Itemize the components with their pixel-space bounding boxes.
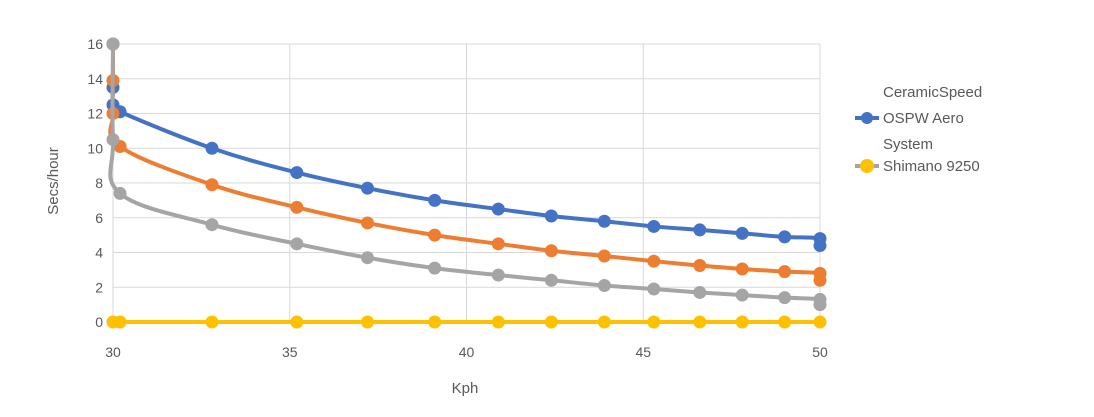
data-point — [428, 261, 442, 275]
data-point — [205, 141, 219, 155]
y-axis-ticks: 0 2 4 6 8 10 12 14 16 — [87, 36, 103, 330]
legend-label-line-1: CeramicSpeed — [883, 84, 982, 101]
x-tick-label: 45 — [635, 344, 651, 360]
y-tick-label: 12 — [87, 106, 103, 122]
y-tick-label: 0 — [95, 314, 103, 330]
data-point — [813, 298, 827, 312]
data-point — [544, 209, 558, 223]
data-point — [106, 133, 120, 147]
legend-marker-dot — [860, 159, 874, 173]
data-point — [361, 251, 375, 265]
series-4 — [106, 315, 827, 329]
data-point — [290, 315, 304, 329]
legend-label-line-3: System — [883, 136, 933, 153]
data-point — [361, 181, 375, 195]
data-point — [778, 315, 792, 329]
data-point — [597, 279, 611, 293]
y-axis-title: Secs/hour — [45, 147, 62, 215]
series-layer — [106, 37, 827, 329]
y-tick-label: 4 — [95, 245, 103, 261]
data-point — [813, 273, 827, 287]
data-point — [491, 202, 505, 216]
data-point — [693, 223, 707, 237]
y-tick-label: 16 — [87, 36, 103, 52]
data-point — [693, 285, 707, 299]
data-point — [735, 226, 749, 240]
data-point — [647, 282, 661, 296]
x-tick-label: 35 — [282, 344, 298, 360]
data-point — [290, 237, 304, 251]
data-point — [113, 186, 127, 200]
data-point — [544, 244, 558, 258]
y-tick-label: 14 — [87, 71, 103, 87]
data-point — [544, 315, 558, 329]
y-tick-label: 10 — [87, 140, 103, 156]
data-point — [290, 200, 304, 214]
data-point — [778, 291, 792, 305]
data-point — [597, 315, 611, 329]
x-axis-title: Kph — [452, 380, 479, 397]
data-point — [428, 228, 442, 242]
data-point — [491, 315, 505, 329]
legend-item-shimano: Shimano 9250 — [855, 158, 980, 175]
data-point — [735, 288, 749, 302]
y-tick-label: 8 — [95, 175, 103, 191]
data-point — [491, 268, 505, 282]
data-point — [361, 315, 375, 329]
y-tick-label: 6 — [95, 210, 103, 226]
data-point — [205, 218, 219, 232]
data-point — [778, 265, 792, 279]
data-point — [491, 237, 505, 251]
data-point — [647, 219, 661, 233]
data-point — [428, 193, 442, 207]
x-tick-label: 50 — [812, 344, 828, 360]
data-point — [428, 315, 442, 329]
x-tick-label: 40 — [459, 344, 475, 360]
data-point — [205, 178, 219, 192]
data-point — [735, 315, 749, 329]
x-tick-label: 30 — [105, 344, 121, 360]
data-point — [778, 230, 792, 244]
data-point — [735, 262, 749, 276]
y-tick-label: 2 — [95, 279, 103, 295]
data-point — [544, 273, 558, 287]
gridlines — [112, 43, 821, 323]
data-point — [693, 315, 707, 329]
data-point — [597, 214, 611, 228]
x-axis-ticks: 30 35 40 45 50 — [105, 344, 828, 360]
legend-item-ceramicspeed: CeramicSpeed OSPW Aero System — [855, 84, 982, 153]
data-point — [693, 259, 707, 273]
legend-marker-dot — [861, 112, 873, 124]
data-point — [113, 315, 127, 329]
data-point — [361, 216, 375, 230]
data-point — [290, 166, 304, 180]
data-point — [597, 249, 611, 263]
data-point — [647, 315, 661, 329]
data-point — [813, 239, 827, 253]
legend-label-line-1: Shimano 9250 — [883, 158, 980, 175]
legend-label-line-2: OSPW Aero — [883, 110, 964, 127]
data-point — [106, 37, 120, 51]
data-point — [647, 254, 661, 268]
series-3 — [106, 37, 827, 312]
legend: CeramicSpeed OSPW Aero System Shimano 92… — [855, 84, 982, 175]
data-point — [205, 315, 219, 329]
data-point — [813, 315, 827, 329]
